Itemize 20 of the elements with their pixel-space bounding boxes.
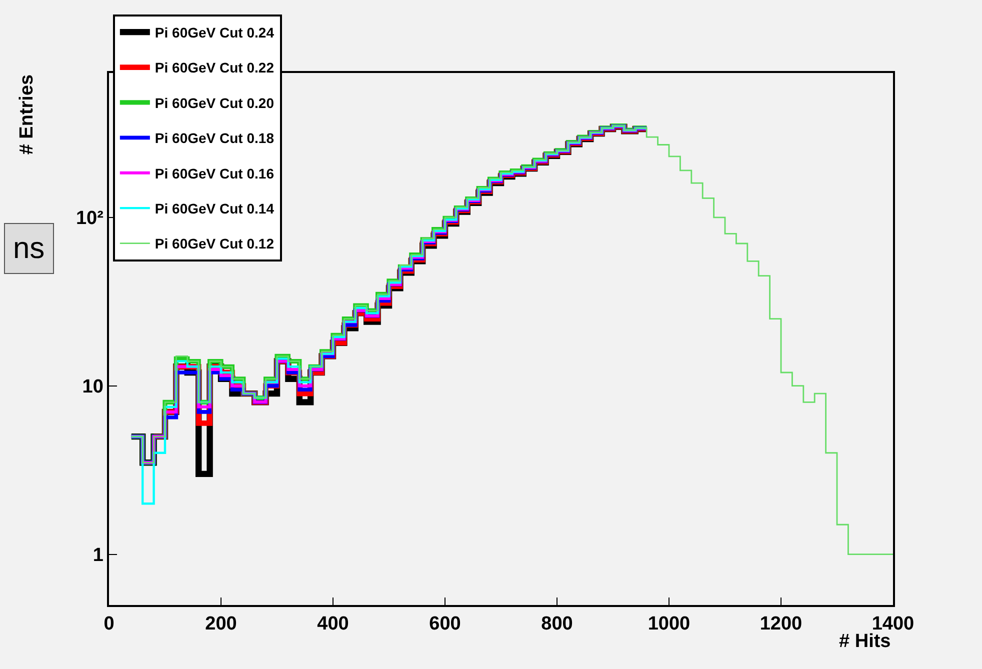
y-tick-label: 10² (76, 208, 104, 230)
x-tick-label: 1000 (648, 614, 690, 635)
y-tick-label: 10 (82, 376, 104, 398)
legend-label: Pi 60GeV Cut 0.22 (154, 60, 274, 76)
legend-label: Pi 60GeV Cut 0.24 (154, 24, 274, 41)
legend-label: Pi 60GeV Cut 0.14 (154, 200, 274, 217)
x-tick-label: 800 (541, 614, 573, 635)
legend-label: Pi 60GeV Cut 0.12 (154, 236, 274, 252)
x-tick-label: 600 (429, 614, 461, 635)
legend-label: Pi 60GeV Cut 0.18 (154, 130, 274, 146)
x-axis-title: # Hits (839, 631, 891, 652)
x-tick-label: 200 (205, 614, 237, 635)
y-tick-label: 1 (92, 544, 104, 566)
x-tick-label: 1200 (760, 614, 802, 635)
legend-label: Pi 60GeV Cut 0.20 (154, 94, 274, 111)
text: ns (13, 232, 45, 265)
legend-label: Pi 60GeV Cut 0.16 (154, 165, 274, 182)
y-axis-title: # Entries (16, 74, 38, 155)
x-tick-label: 0 (104, 614, 114, 635)
x-tick-label: 400 (317, 614, 349, 635)
